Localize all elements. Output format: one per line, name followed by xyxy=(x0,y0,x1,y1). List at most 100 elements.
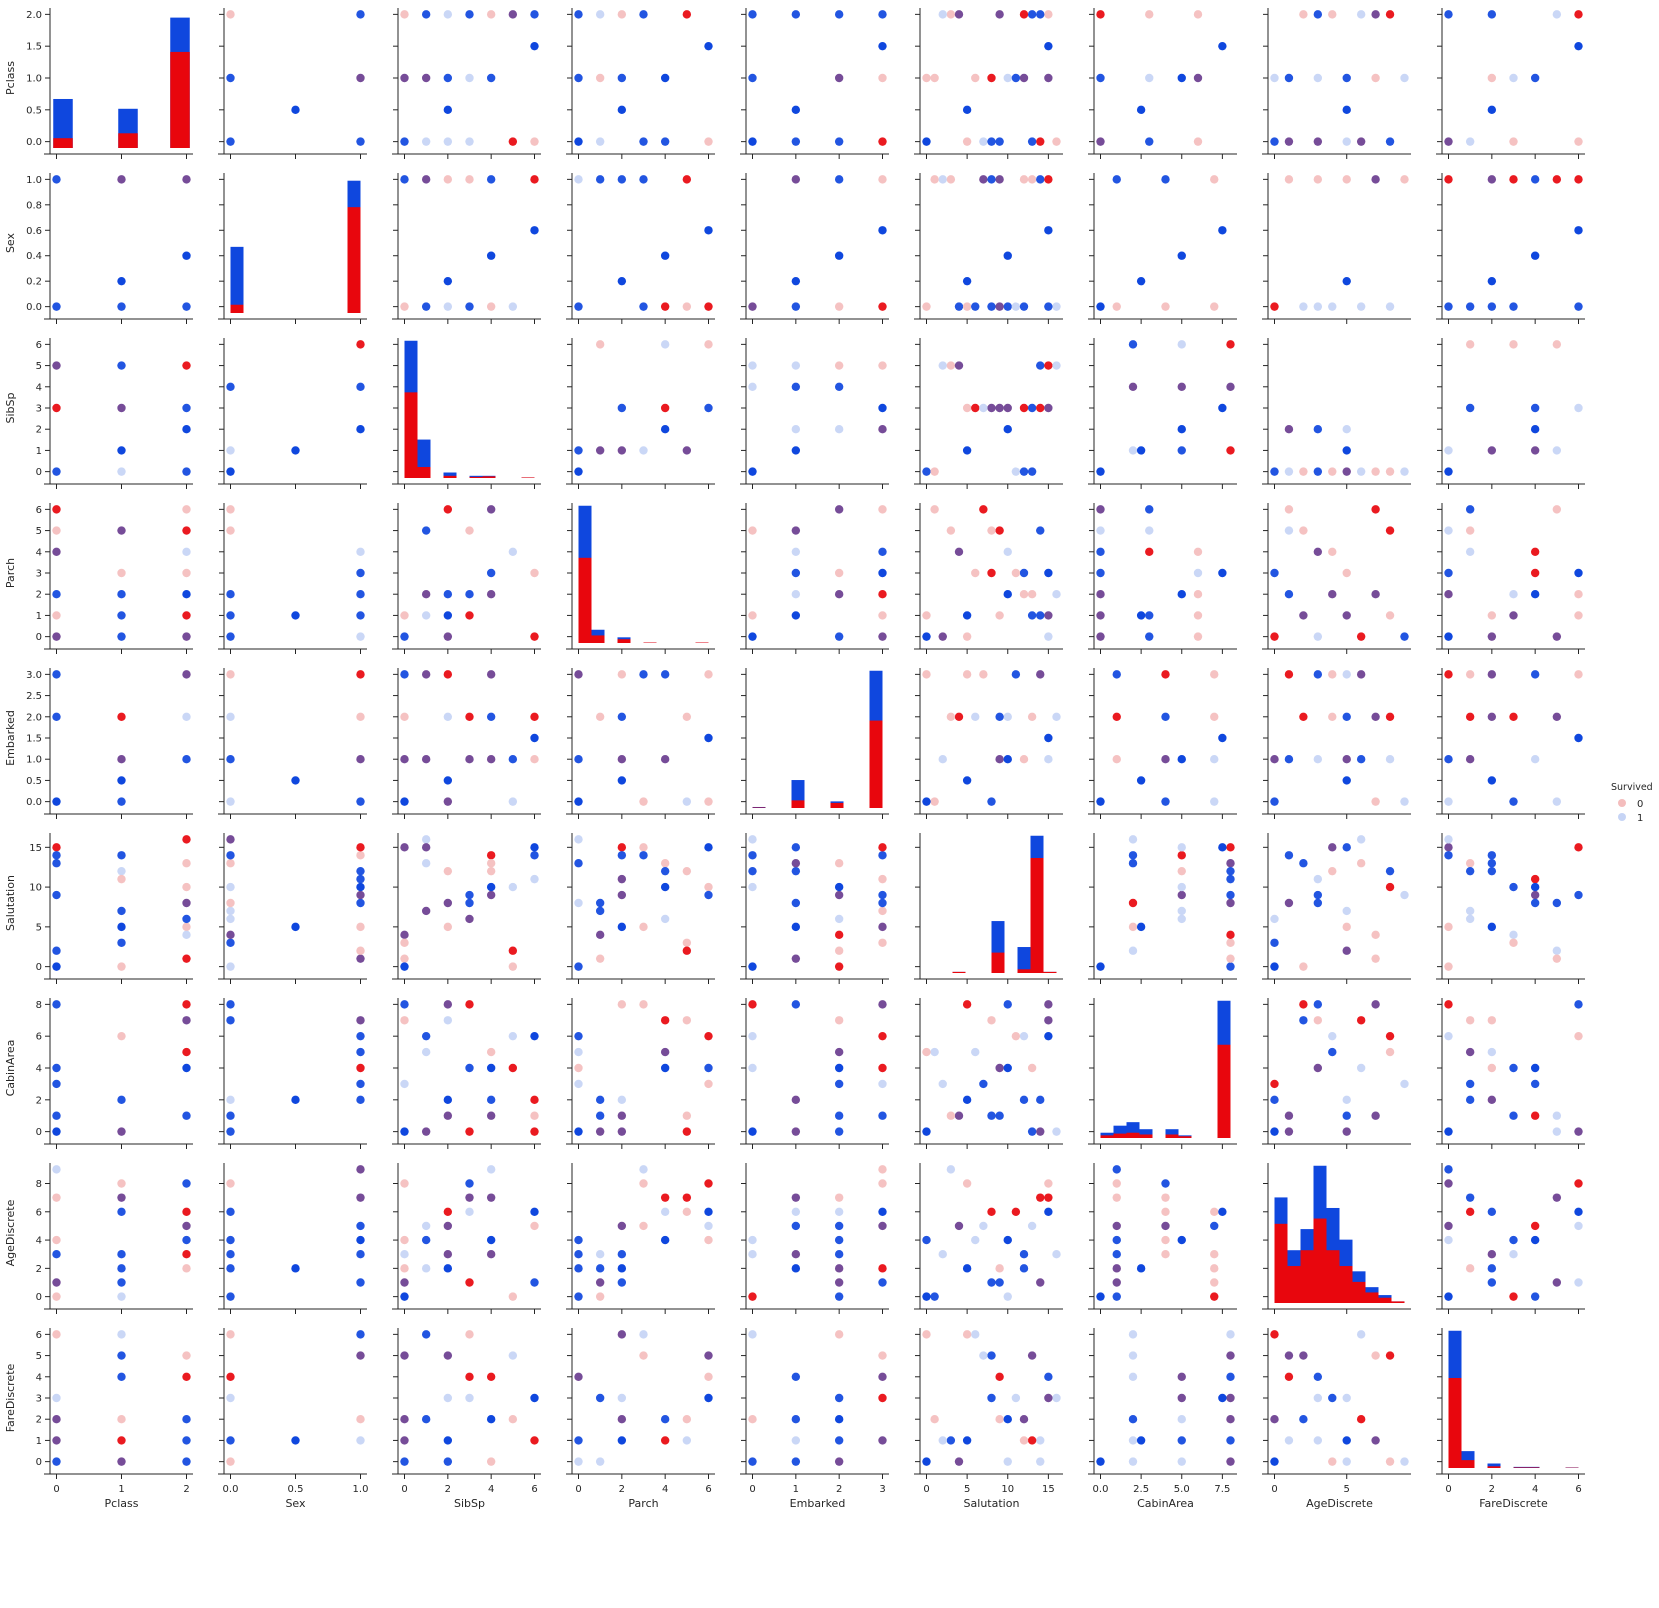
point-Sex-vs-Parch xyxy=(682,302,692,311)
point-AgeDiscrete-vs-SibSp xyxy=(421,1235,431,1245)
point-CabinArea-vs-Salutation xyxy=(1052,1127,1061,1136)
point-CabinArea-vs-AgeDiscrete xyxy=(1356,1016,1366,1025)
point-Sex-vs-FareDiscrete xyxy=(1487,175,1497,184)
point-AgeDiscrete-vs-FareDiscrete xyxy=(1530,1235,1540,1245)
point-Embarked-vs-Pclass xyxy=(117,776,126,785)
point-AgeDiscrete-vs-CabinArea xyxy=(1112,1179,1121,1188)
point-AgeDiscrete-vs-Sex xyxy=(226,1264,235,1273)
x-tick-label: 0 xyxy=(401,1484,407,1495)
point-CabinArea-vs-Sex xyxy=(356,1079,365,1089)
point-Embarked-vs-AgeDiscrete xyxy=(1342,776,1351,785)
point-AgeDiscrete-vs-Parch xyxy=(595,1264,605,1273)
hist-bar-survived0-CabinArea-2 xyxy=(1126,1132,1140,1138)
point-Salutation-vs-SibSp xyxy=(486,866,496,876)
point-Pclass-vs-FareDiscrete xyxy=(1574,137,1583,146)
point-Parch-vs-CabinArea xyxy=(1096,568,1105,578)
point-Embarked-vs-Pclass xyxy=(52,797,61,806)
point-AgeDiscrete-vs-SibSp xyxy=(465,1278,474,1287)
point-Sex-vs-FareDiscrete xyxy=(1444,302,1453,311)
point-Salutation-vs-Embarked xyxy=(878,922,887,932)
point-Salutation-vs-Pclass xyxy=(182,914,191,924)
point-Parch-vs-Embarked xyxy=(878,611,887,620)
point-AgeDiscrete-vs-CabinArea xyxy=(1161,1179,1170,1188)
point-FareDiscrete-vs-Embarked xyxy=(878,1436,887,1445)
point-SibSp-vs-AgeDiscrete xyxy=(1270,467,1279,476)
point-Salutation-vs-Pclass xyxy=(52,890,61,900)
point-Pclass-vs-AgeDiscrete xyxy=(1313,10,1323,19)
point-Parch-vs-SibSp xyxy=(465,590,474,599)
point-CabinArea-vs-Salutation xyxy=(946,1111,956,1120)
point-SibSp-vs-Pclass xyxy=(117,403,126,413)
point-Salutation-vs-SibSp xyxy=(530,851,539,860)
point-Embarked-vs-Salutation xyxy=(962,776,972,785)
point-Pclass-vs-CabinArea xyxy=(1145,10,1154,19)
point-Salutation-vs-Pclass xyxy=(52,859,61,868)
point-FareDiscrete-vs-SibSp xyxy=(400,1436,409,1445)
point-SibSp-vs-AgeDiscrete xyxy=(1356,467,1366,476)
point-CabinArea-vs-Parch xyxy=(617,1127,627,1136)
point-Embarked-vs-FareDiscrete xyxy=(1574,733,1583,743)
point-Embarked-vs-Sex xyxy=(226,712,235,721)
point-FareDiscrete-vs-AgeDiscrete xyxy=(1342,1457,1351,1466)
point-Embarked-vs-SibSp xyxy=(400,797,409,806)
point-Salutation-vs-Sex xyxy=(356,851,365,860)
point-CabinArea-vs-Salutation xyxy=(1003,1000,1012,1009)
panel-Pclass-vs-CabinArea xyxy=(1088,8,1237,159)
point-CabinArea-vs-Embarked xyxy=(834,1127,844,1136)
point-Salutation-vs-Embarked xyxy=(748,882,757,892)
hist-bar-survived0-SibSp-4 xyxy=(482,476,496,478)
point-FareDiscrete-vs-Salutation xyxy=(1011,1393,1021,1403)
point-AgeDiscrete-vs-Parch xyxy=(682,1207,692,1216)
point-Salutation-vs-CabinArea xyxy=(1226,938,1235,947)
point-Salutation-vs-Pclass xyxy=(182,835,191,844)
panel-Sex-vs-SibSp xyxy=(392,173,541,324)
point-FareDiscrete-vs-AgeDiscrete xyxy=(1328,1457,1337,1466)
point-FareDiscrete-vs-Pclass xyxy=(182,1415,191,1424)
point-CabinArea-vs-FareDiscrete xyxy=(1530,1063,1540,1073)
point-CabinArea-vs-AgeDiscrete xyxy=(1342,1127,1351,1136)
point-FareDiscrete-vs-AgeDiscrete xyxy=(1356,1330,1366,1339)
point-Pclass-vs-SibSp xyxy=(400,73,409,83)
point-SibSp-vs-Salutation xyxy=(1027,467,1037,476)
point-Sex-vs-AgeDiscrete xyxy=(1313,175,1323,184)
y-tick-label: 0.4 xyxy=(26,251,42,262)
panel-SibSp-vs-Sex xyxy=(218,338,367,489)
panel-AgeDiscrete-vs-CabinArea xyxy=(1088,1163,1237,1314)
point-Pclass-vs-FareDiscrete xyxy=(1509,137,1518,146)
point-Pclass-vs-CabinArea xyxy=(1145,73,1154,83)
point-AgeDiscrete-vs-Parch xyxy=(639,1221,648,1231)
point-CabinArea-vs-Sex xyxy=(356,1047,365,1057)
point-CabinArea-vs-Embarked xyxy=(791,1127,801,1136)
point-Embarked-vs-FareDiscrete xyxy=(1465,670,1475,679)
point-Embarked-vs-FareDiscrete xyxy=(1487,670,1497,679)
point-CabinArea-vs-Pclass xyxy=(117,1127,126,1136)
point-AgeDiscrete-vs-Embarked xyxy=(878,1165,887,1174)
point-AgeDiscrete-vs-Salutation xyxy=(922,1235,931,1245)
panel-CabinArea-vs-Salutation xyxy=(914,998,1063,1149)
point-AgeDiscrete-vs-Embarked xyxy=(748,1250,757,1259)
point-CabinArea-vs-Parch xyxy=(595,1111,605,1120)
point-Salutation-vs-CabinArea xyxy=(1226,954,1235,963)
point-Parch-vs-Pclass xyxy=(117,611,126,620)
point-CabinArea-vs-SibSp xyxy=(530,1111,539,1120)
point-AgeDiscrete-vs-Embarked xyxy=(748,1292,757,1301)
point-Embarked-vs-Parch xyxy=(617,712,627,721)
point-CabinArea-vs-Salutation xyxy=(1044,1031,1053,1041)
point-Pclass-vs-CabinArea xyxy=(1193,10,1203,19)
point-CabinArea-vs-SibSp xyxy=(486,1047,496,1057)
point-FareDiscrete-vs-Parch xyxy=(660,1436,670,1445)
point-Parch-vs-Salutation xyxy=(971,568,980,578)
point-CabinArea-vs-Salutation xyxy=(1027,1063,1037,1073)
point-Pclass-vs-Salutation xyxy=(987,137,996,146)
point-Salutation-vs-Parch xyxy=(682,946,692,955)
hist-bar-survived0-FareDiscrete-1 xyxy=(1461,1460,1475,1468)
point-Parch-vs-Salutation xyxy=(995,611,1004,620)
hist-bar-survived0-AgeDiscrete-0 xyxy=(1274,1223,1288,1303)
point-CabinArea-vs-Embarked xyxy=(791,1000,801,1009)
panel-Salutation-vs-Sex xyxy=(218,833,367,984)
y-tick-label: 5 xyxy=(36,361,42,372)
point-Salutation-vs-CabinArea xyxy=(1226,866,1235,876)
point-Parch-vs-FareDiscrete xyxy=(1574,568,1583,578)
point-Parch-vs-Embarked xyxy=(791,611,801,620)
point-CabinArea-vs-Salutation xyxy=(979,1079,988,1089)
